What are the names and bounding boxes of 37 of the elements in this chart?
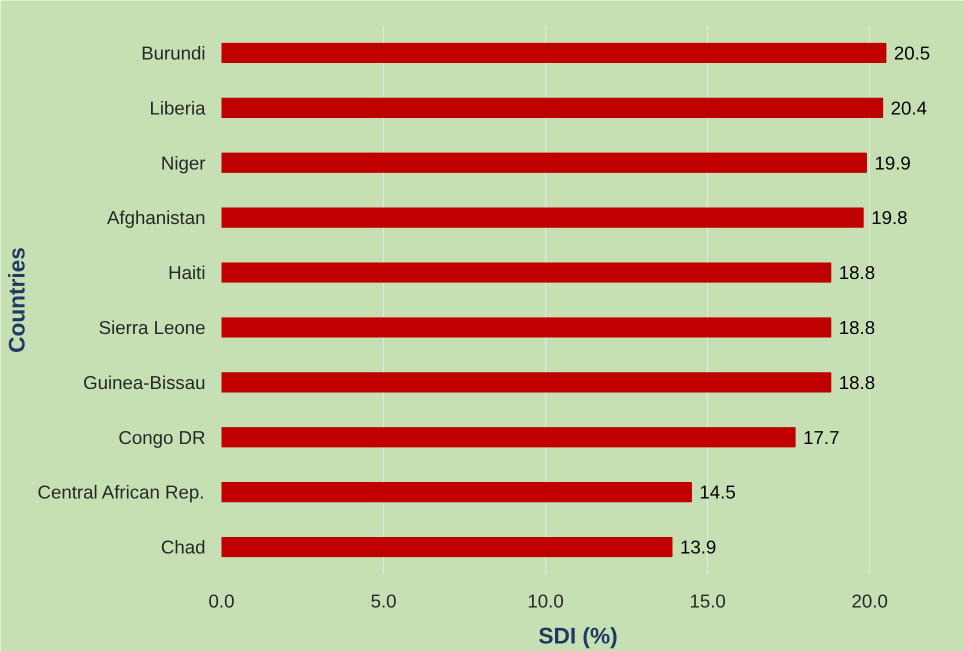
y-tick-label: Haiti [168, 262, 206, 284]
bar [222, 42, 886, 64]
y-tick-label: Liberia [149, 97, 206, 118]
data-label: 19.9 [874, 152, 911, 174]
bar [222, 317, 832, 338]
bar [222, 427, 796, 448]
bar [222, 152, 867, 173]
data-label: 20.5 [894, 42, 930, 64]
y-tick-label: Sierra Leone [98, 316, 206, 338]
data-label: 18.8 [838, 372, 876, 393]
x-tick-label: 5.0 [370, 590, 397, 612]
y-tick-label: Niger [160, 152, 206, 174]
x-tick-label: 20.0 [852, 590, 888, 612]
bar [222, 208, 864, 228]
data-label: 18.8 [838, 262, 876, 284]
data-label: 19.8 [871, 207, 908, 228]
y-tick-label: Central African Rep. [38, 482, 204, 503]
data-label: 20.4 [890, 97, 927, 118]
x-axis-title: SDI (%) [538, 622, 618, 648]
bar [222, 482, 692, 502]
y-tick-label: Burundi [141, 42, 206, 64]
y-tick-label: Afghanistan [106, 207, 206, 228]
y-tick-label: Chad [160, 536, 206, 558]
bar [222, 372, 832, 392]
data-label: 14.5 [699, 482, 736, 503]
y-axis-title: Countries [4, 247, 30, 353]
bar [222, 536, 672, 558]
y-tick-label: Congo DR [118, 426, 206, 448]
data-label: 17.7 [803, 426, 840, 448]
x-tick-label: 0.0 [208, 590, 234, 612]
data-label: 18.8 [838, 316, 876, 338]
x-tick-label: 10.0 [527, 590, 564, 612]
bar [222, 98, 884, 118]
bar [222, 262, 832, 283]
data-label: 13.9 [680, 536, 716, 558]
y-tick-label: Guinea-Bissau [83, 372, 206, 393]
x-tick-label: 15.0 [689, 590, 726, 612]
